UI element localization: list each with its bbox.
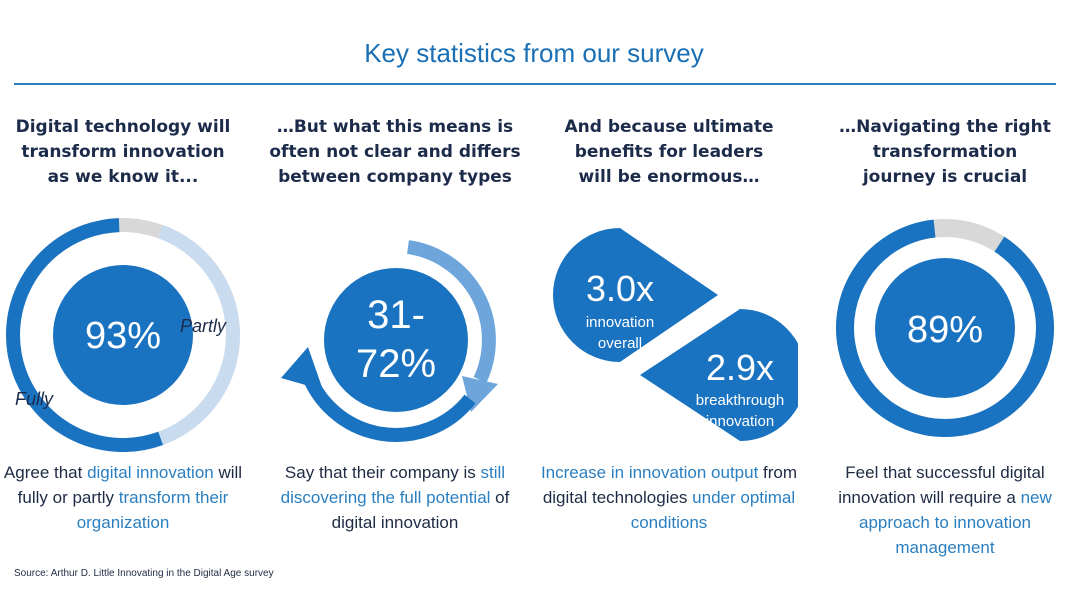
teardrop-3-0 bbox=[553, 228, 718, 362]
arrow-light bbox=[406, 240, 496, 383]
stat-column-3: And because ultimate benefits for leader… bbox=[540, 115, 798, 532]
source-note: Source: Arthur D. Little Innovating in t… bbox=[14, 568, 274, 579]
arrow-dark bbox=[299, 365, 476, 442]
column-2-description: Say that their company is still discover… bbox=[280, 463, 510, 532]
drop1-label-line1: innovation bbox=[586, 314, 654, 331]
column-2-heading: …But what this means is often not clear … bbox=[269, 117, 521, 187]
drop1-label-line2: overall bbox=[598, 335, 642, 352]
title-divider bbox=[14, 83, 1056, 85]
stat-value-range-line1: 31- bbox=[367, 293, 425, 337]
column-3-description: Increase in innovation output from digit… bbox=[540, 463, 798, 532]
stat-column-4: …Navigating the right transformation jou… bbox=[816, 115, 1068, 557]
stat-value-range-line2: 72% bbox=[356, 342, 436, 386]
label-fully: Fully bbox=[15, 389, 54, 409]
column-1-heading: Digital technology will transform innova… bbox=[15, 117, 231, 187]
column-3-heading: And because ultimate benefits for leader… bbox=[564, 117, 774, 187]
drop2-label-line2: innovation bbox=[706, 413, 774, 430]
cycle-arrows-chart: 31- 72% bbox=[281, 240, 498, 442]
stat-value-89: 89% bbox=[907, 309, 983, 351]
donut-chart-93: 93% Partly Fully bbox=[6, 218, 240, 452]
stat-value-93: 93% bbox=[85, 315, 161, 357]
teardrop-2-9 bbox=[640, 309, 798, 441]
column-4-heading: …Navigating the right transformation jou… bbox=[839, 117, 1051, 187]
stat-column-1: Digital technology will transform innova… bbox=[0, 115, 252, 532]
column-4-description: Feel that successful digital innovation … bbox=[838, 463, 1052, 557]
label-partly: Partly bbox=[180, 316, 227, 336]
donut-center bbox=[53, 265, 193, 405]
stat-value-3-0x: 3.0x bbox=[586, 268, 654, 309]
stat-value-2-9x: 2.9x bbox=[706, 347, 774, 388]
arrowhead-dark bbox=[281, 347, 323, 390]
page-title: Key statistics from our survey bbox=[364, 38, 704, 68]
teardrop-stats: 3.0x innovation overall 2.9x breakthroug… bbox=[553, 228, 798, 441]
cycle-center bbox=[324, 268, 468, 412]
column-1-description: Agree that digital innovation will fully… bbox=[3, 463, 243, 532]
stat-column-2: …But what this means is often not clear … bbox=[266, 115, 524, 532]
drop2-label-line1: breakthrough bbox=[696, 392, 784, 409]
donut-chart-89: 89% bbox=[836, 219, 1054, 437]
donut-center-89 bbox=[875, 258, 1015, 398]
